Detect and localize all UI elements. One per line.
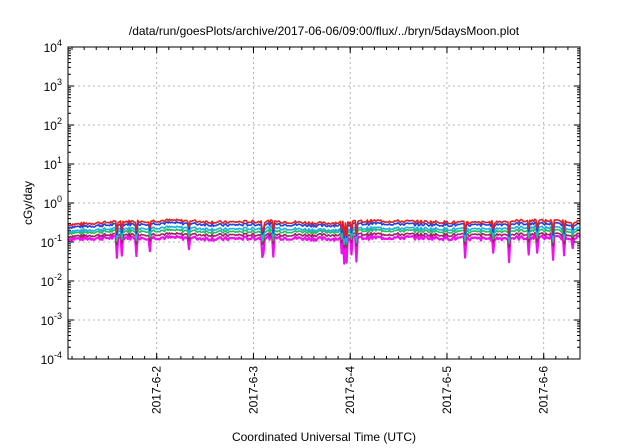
series-line [67, 218, 581, 237]
y-tick-label: 104 [44, 38, 62, 55]
x-tick-label: 2017-6-3 [246, 366, 260, 414]
y-tick-label: 10-4 [41, 350, 62, 367]
chart-title: /data/run/goesPlots/archive/2017-06-06/0… [129, 24, 520, 38]
series-line [67, 225, 581, 244]
series-line [67, 234, 581, 265]
x-tick-label: 2017-6-6 [537, 366, 551, 414]
axis-layer: 10-4 10-3 10-2 10-1 100 101 102 103 104 2017-6-2 2… [41, 38, 581, 414]
x-axis-label: Coordinated Universal Time (UTC) [232, 430, 416, 444]
y-tick-label: 102 [44, 116, 62, 133]
y-tick-label: 101 [44, 155, 62, 172]
y-tick-label: 10-2 [41, 272, 62, 289]
y-tick-label: 10-3 [41, 311, 62, 328]
x-tick-label: 2017-6-4 [343, 366, 357, 414]
y-tick-label: 10-1 [41, 233, 62, 250]
series-layer [67, 218, 581, 265]
y-tick-label: 103 [44, 77, 62, 94]
grid-layer [68, 47, 580, 359]
x-tick-label: 2017-6-5 [440, 366, 454, 414]
y-tick-label: 100 [44, 194, 62, 211]
y-axis-label: cGy/day [21, 181, 35, 225]
series-line [67, 231, 581, 249]
x-tick-label: 2017-6-2 [150, 366, 164, 414]
